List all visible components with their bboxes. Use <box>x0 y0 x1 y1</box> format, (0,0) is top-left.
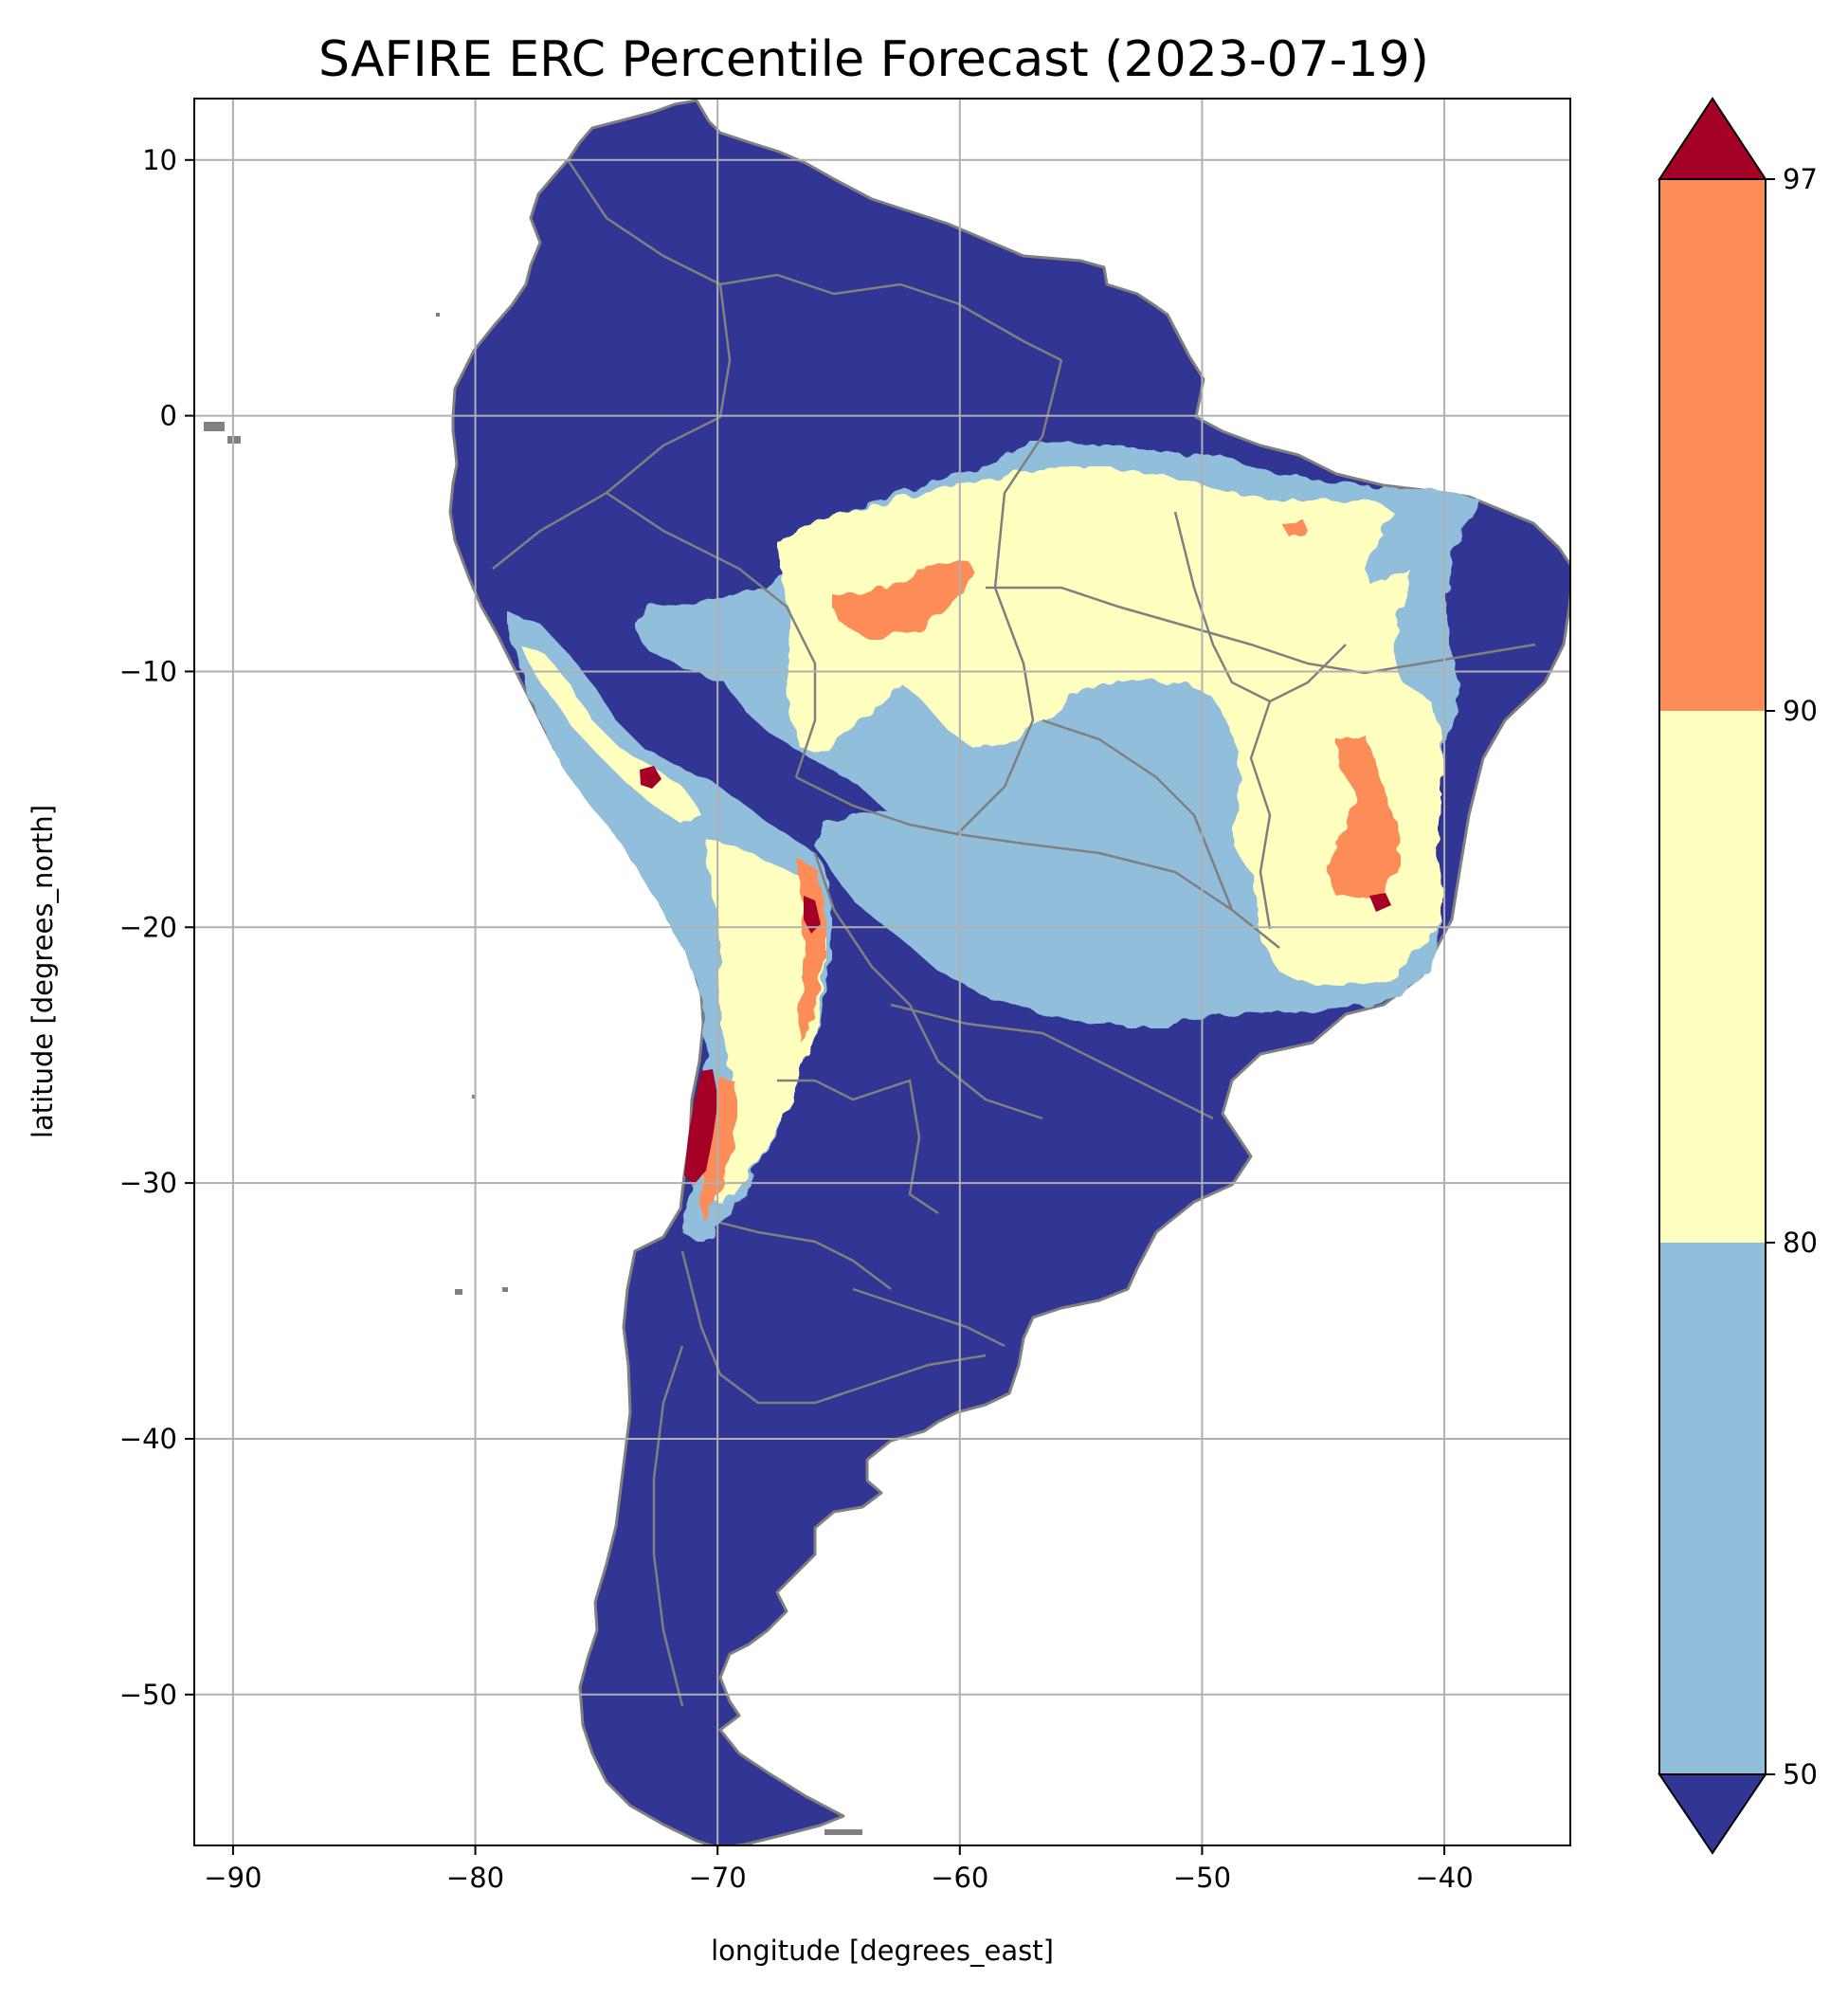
country-borders <box>492 160 1536 1707</box>
y-tick-label: −10 <box>119 655 177 687</box>
x-tick-label: −70 <box>689 1862 747 1894</box>
y-tick-label: −20 <box>119 911 177 943</box>
zone-over-97-bolivia <box>804 896 821 934</box>
colorbar-under-arrow <box>1658 1773 1767 1855</box>
colorbar-tick-label: 80 <box>1783 1227 1818 1259</box>
y-tick-label: 0 <box>160 400 177 432</box>
x-axis-title: longitude [degrees_east] <box>711 1935 1054 1967</box>
zone-over-97-chile <box>684 1069 718 1185</box>
colorbar-band-50-80 <box>1659 1243 1766 1774</box>
x-tick-label: −50 <box>1173 1862 1231 1894</box>
colorbar-over-arrow <box>1658 97 1767 180</box>
islands <box>204 313 862 1835</box>
plot-frame <box>193 98 1571 1846</box>
colorbar-tick-label: 90 <box>1783 695 1818 727</box>
colorbar-frame <box>1658 178 1766 1775</box>
colorbar-band-80-90 <box>1659 711 1766 1243</box>
x-tick-label: −40 <box>1415 1862 1473 1894</box>
gridlines <box>194 99 1570 1845</box>
colorbar-tick-label: 50 <box>1783 1758 1818 1790</box>
colorbar-ticks: 50 80 90 97 <box>1766 163 1818 1790</box>
lat-ticks: 10 0 −10 −20 −30 −40 −50 <box>119 144 194 1711</box>
zone-90-97-spot <box>1281 519 1308 536</box>
zone-over-97-brazil <box>1369 893 1391 912</box>
colorbar-band-90-97 <box>1659 179 1766 711</box>
map-panel <box>194 99 1570 1845</box>
chart-title: SAFIRE ERC Percentile Forecast (2023-07-… <box>318 31 1429 88</box>
y-tick-label: 10 <box>142 144 177 176</box>
colorbar: 50 80 90 97 <box>1658 97 1818 1855</box>
x-tick-label: −60 <box>931 1862 988 1894</box>
x-tick-label: −90 <box>204 1862 262 1894</box>
colorbar-tick-label: 97 <box>1783 163 1818 195</box>
x-tick-label: −80 <box>446 1862 504 1894</box>
y-tick-label: −30 <box>119 1167 177 1199</box>
y-tick-label: −40 <box>119 1423 177 1455</box>
y-axis-title: latitude [degrees_north] <box>27 805 59 1138</box>
zone-90-97-amazon <box>832 559 976 640</box>
zone-over-97-peru <box>640 766 661 789</box>
y-tick-label: −50 <box>119 1679 177 1711</box>
lon-ticks: −90 −80 −70 −60 −50 −40 <box>204 1845 1474 1894</box>
zone-90-97-east <box>1327 735 1401 899</box>
